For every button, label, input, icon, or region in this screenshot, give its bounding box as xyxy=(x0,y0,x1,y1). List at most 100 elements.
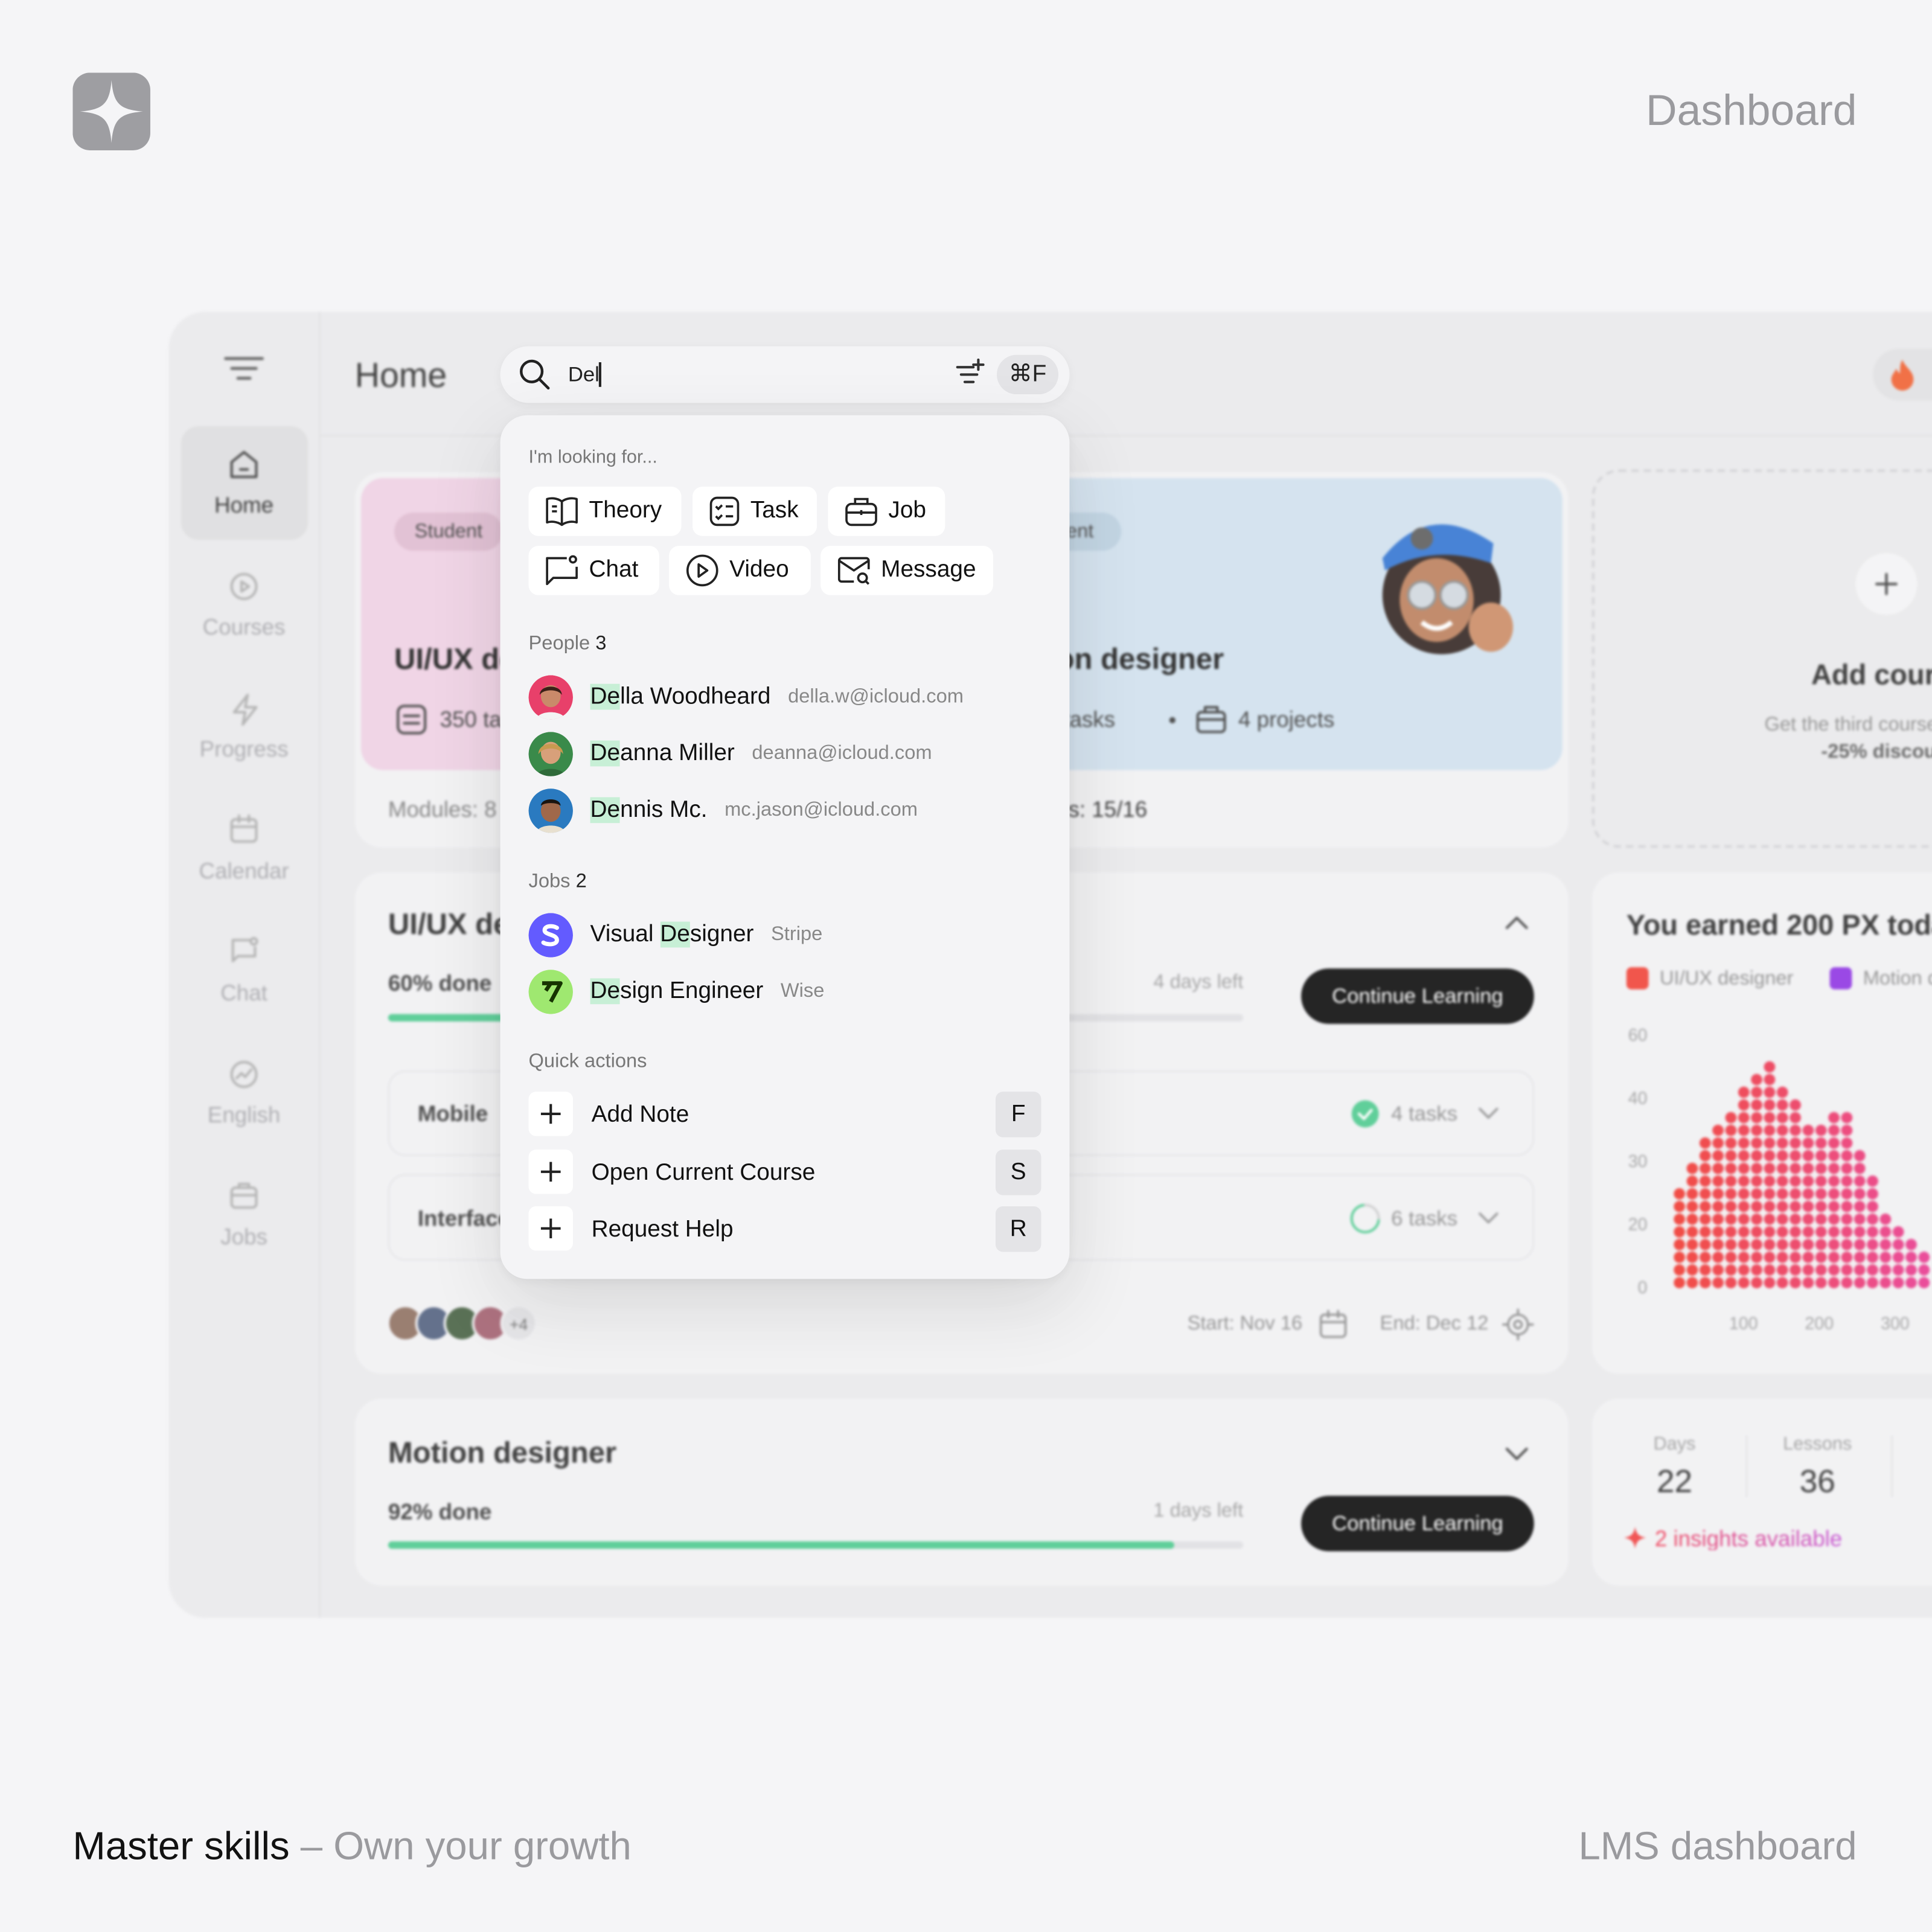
nav-item[interactable]: English xyxy=(207,1102,281,1128)
dot xyxy=(1686,1188,1698,1200)
filter-chip[interactable]: Task xyxy=(692,487,817,536)
nav-item[interactable]: Chat xyxy=(220,980,267,1006)
dot xyxy=(1905,1264,1917,1276)
nav-item[interactable]: Home xyxy=(214,493,274,518)
filter-chip[interactable]: Job xyxy=(828,487,945,536)
insights-link[interactable]: 2 insights available xyxy=(1654,1526,1843,1552)
dot xyxy=(1725,1124,1737,1136)
continue-button[interactable]: Continue Learning xyxy=(1301,1495,1534,1552)
dot xyxy=(1712,1239,1724,1250)
page-title: Dashboard xyxy=(1646,86,1857,135)
dot xyxy=(1802,1277,1814,1288)
dot-column xyxy=(1841,1112,1853,1288)
shortcut: ⌘F xyxy=(1008,361,1047,388)
collapse-icon[interactable] xyxy=(1505,915,1528,930)
dot xyxy=(1712,1252,1724,1263)
dot xyxy=(1686,1264,1698,1276)
dot xyxy=(1867,1277,1878,1288)
dot xyxy=(1738,1200,1750,1212)
dot xyxy=(1867,1200,1878,1212)
dot xyxy=(1712,1264,1724,1276)
earnings-title: You earned 200 PX today xyxy=(1626,909,1932,941)
dot xyxy=(1686,1175,1698,1187)
dot xyxy=(1802,1124,1814,1136)
earnings-card xyxy=(1591,872,1932,1374)
expand-icon[interactable] xyxy=(1479,1212,1499,1224)
dot-column xyxy=(1712,1124,1724,1288)
y-tick-label: 40 xyxy=(1628,1089,1648,1108)
dot xyxy=(1828,1200,1840,1212)
dot xyxy=(1841,1150,1853,1162)
chip-label: Message xyxy=(881,557,976,583)
dot xyxy=(1764,1137,1776,1149)
job-row[interactable]: Visual Designer Stripe xyxy=(528,910,822,960)
dot xyxy=(1764,1124,1776,1136)
dot xyxy=(1867,1264,1878,1276)
dot xyxy=(1841,1124,1853,1136)
section-label: People 3 xyxy=(528,633,607,654)
dot xyxy=(1674,1200,1686,1212)
nav-item[interactable]: Progress xyxy=(199,737,289,762)
expand-icon[interactable] xyxy=(1479,1107,1499,1120)
action-label[interactable]: Add Note xyxy=(591,1102,689,1128)
filter-chip[interactable]: Message xyxy=(820,546,993,595)
dot xyxy=(1802,1137,1814,1149)
nav-item[interactable]: Jobs xyxy=(220,1224,267,1250)
add-course-card[interactable] xyxy=(1591,469,1932,848)
dot xyxy=(1738,1112,1750,1124)
match-highlight: De xyxy=(590,683,621,710)
expand-icon[interactable] xyxy=(1505,1447,1528,1461)
dot xyxy=(1790,1239,1801,1250)
dot xyxy=(1918,1277,1930,1288)
filter-icon[interactable] xyxy=(956,358,986,386)
x-tick-label: 100 xyxy=(1729,1314,1758,1333)
job-title: Visual Designer xyxy=(590,921,754,948)
plus-icon xyxy=(540,1162,561,1182)
person-row[interactable]: Deanna Miller deanna@icloud.com xyxy=(528,729,932,779)
dot xyxy=(1738,1162,1750,1174)
dot xyxy=(1867,1188,1878,1200)
action-label[interactable]: Open Current Course xyxy=(591,1160,816,1186)
person-row[interactable]: Della Woodheard della.w@icloud.com xyxy=(528,673,964,722)
action-label[interactable]: Request Help xyxy=(591,1217,734,1243)
dot xyxy=(1764,1239,1776,1250)
key-label: S xyxy=(1010,1159,1026,1185)
tagline-sub: – Own your growth xyxy=(300,1823,632,1868)
dot xyxy=(1802,1175,1814,1187)
dot xyxy=(1751,1137,1762,1149)
dot xyxy=(1764,1175,1776,1187)
dot xyxy=(1828,1264,1840,1276)
dot xyxy=(1751,1239,1762,1250)
filter-chip[interactable]: Chat xyxy=(528,546,659,595)
dot xyxy=(1790,1124,1801,1136)
add-course-offer: -25% discount xyxy=(1821,741,1932,763)
stats-card xyxy=(1591,1398,1932,1586)
continue-button[interactable]: Continue Learning xyxy=(1301,968,1534,1024)
person-row[interactable]: Dennis Mc. mc.jason@icloud.com xyxy=(528,786,918,836)
dot xyxy=(1828,1112,1840,1124)
dot xyxy=(1867,1239,1878,1250)
action-key: S xyxy=(995,1150,1041,1195)
nav-item[interactable]: Courses xyxy=(202,615,286,640)
dot xyxy=(1738,1137,1750,1149)
dot xyxy=(1802,1188,1814,1200)
filter-chip[interactable]: Theory xyxy=(528,487,682,536)
dot xyxy=(1738,1175,1750,1187)
dot xyxy=(1879,1239,1892,1250)
filter-chip[interactable]: Video xyxy=(669,546,811,595)
calendar-icon xyxy=(1319,1310,1347,1339)
menu-icon[interactable] xyxy=(224,356,264,381)
header-title: Home xyxy=(354,356,447,395)
job-icon xyxy=(845,497,877,526)
dot xyxy=(1699,1277,1711,1288)
people-label: People xyxy=(528,633,590,654)
person-email: della.w@icloud.com xyxy=(788,686,964,708)
dot xyxy=(1790,1137,1801,1149)
search-input[interactable]: Del xyxy=(568,363,600,386)
nav-item[interactable]: Calendar xyxy=(199,859,289,884)
badge-bg xyxy=(394,512,503,551)
courses-icon xyxy=(230,572,258,600)
dot xyxy=(1776,1137,1788,1149)
job-row[interactable]: Design Engineer Wise xyxy=(528,967,824,1017)
